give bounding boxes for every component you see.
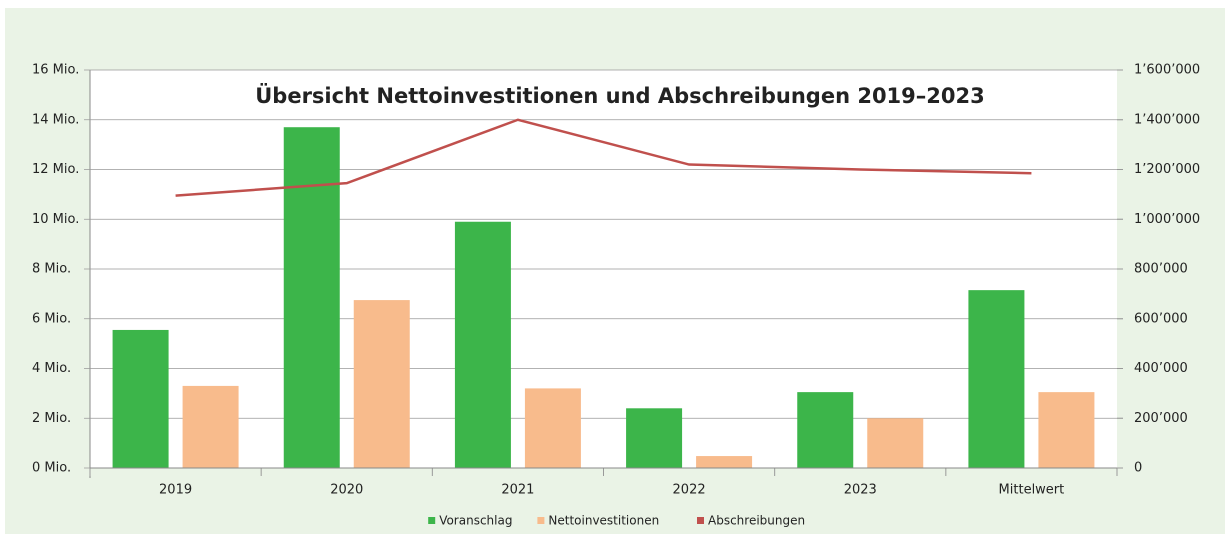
x-tick-label: 2021	[501, 483, 534, 498]
y2-tick-label: 0	[1134, 461, 1142, 476]
x-tick-label: 2019	[159, 483, 192, 498]
x-tick-label: Mittelwert	[999, 483, 1065, 498]
bar	[968, 290, 1025, 468]
y2-tick-label: 1’400’000	[1134, 112, 1200, 127]
bar	[454, 221, 511, 468]
y-tick-label: 4 Mio.	[32, 361, 71, 376]
bar	[696, 456, 753, 468]
bar	[112, 329, 169, 468]
legend-label: Nettoinvestitionen	[548, 514, 659, 528]
bar	[626, 408, 683, 468]
y-tick-label: 12 Mio.	[32, 162, 79, 177]
x-tick-label: 2020	[330, 483, 363, 498]
y-tick-label: 16 Mio.	[32, 63, 79, 78]
legend-label: Voranschlag	[439, 514, 512, 528]
y2-tick-label: 400’000	[1134, 361, 1188, 376]
chart-title: Übersicht Nettoinvestitionen und Abschre…	[255, 83, 984, 108]
bar	[1038, 392, 1095, 468]
y-tick-label: 10 Mio.	[32, 212, 79, 227]
x-tick-label: 2023	[844, 483, 877, 498]
y2-tick-label: 800’000	[1134, 262, 1188, 277]
bar	[524, 388, 581, 468]
legend-swatch	[428, 517, 436, 524]
x-tick-label: 2022	[673, 483, 706, 498]
y-tick-label: 14 Mio.	[32, 112, 79, 127]
bar	[797, 392, 854, 468]
bar	[182, 385, 239, 468]
y-tick-label: 2 Mio.	[32, 411, 71, 426]
line-series	[175, 118, 1032, 197]
y2-tick-label: 1’200’000	[1134, 162, 1200, 177]
legend-label: Abschreibungen	[708, 514, 805, 528]
y2-tick-label: 1’600’000	[1134, 63, 1200, 78]
y2-tick-label: 200’000	[1134, 411, 1188, 426]
y-tick-label: 0 Mio.	[32, 461, 71, 476]
bar	[283, 127, 340, 469]
y2-tick-label: 600’000	[1134, 311, 1188, 326]
y-tick-label: 8 Mio.	[32, 262, 71, 277]
bar	[867, 418, 924, 468]
y2-tick-label: 1’000’000	[1134, 212, 1200, 227]
legend-swatch	[697, 517, 704, 524]
bar	[353, 300, 410, 468]
y-tick-label: 6 Mio.	[32, 311, 71, 326]
legend-swatch	[537, 517, 545, 524]
